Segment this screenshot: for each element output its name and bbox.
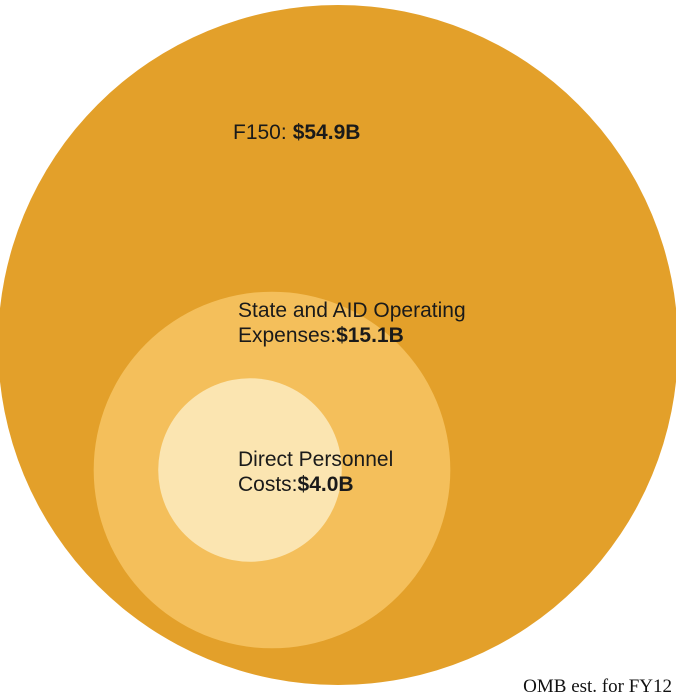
label-name: F150: [233, 121, 287, 144]
circle [158, 378, 342, 562]
circle-label: F150: $54.9B [233, 120, 533, 145]
label-value: $4.0B [297, 473, 354, 496]
label-value: $54.9B [292, 121, 361, 144]
label-name: Direct Personnel Costs: [238, 448, 394, 496]
source-note: OMB est. for FY12 [523, 676, 672, 697]
label-value: $15.1B [336, 324, 404, 347]
circle-label: Direct Personnel Costs:$4.0B [238, 447, 423, 497]
label-name: State and AID Operating Expenses: [238, 299, 466, 347]
circle-label: State and AID Operating Expenses:$15.1B [238, 298, 500, 348]
